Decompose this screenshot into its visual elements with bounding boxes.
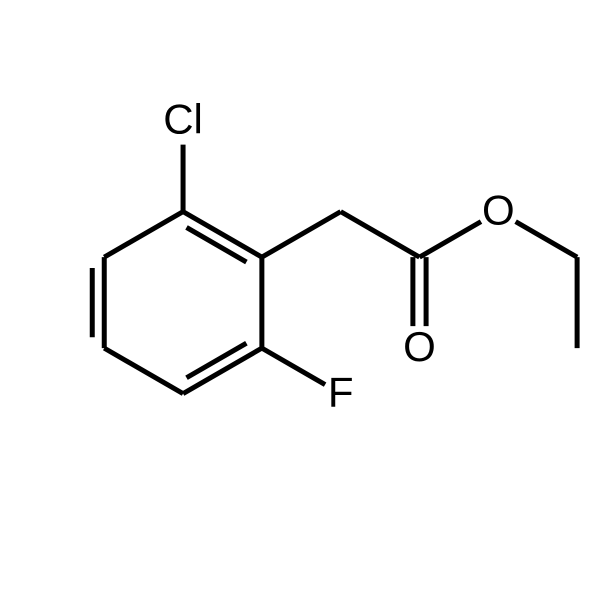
atom-label-o: O <box>403 323 436 370</box>
atom-label-f: F <box>328 369 354 416</box>
atom-label-cl: Cl <box>163 96 203 143</box>
atom-label-o: O <box>482 187 515 234</box>
molecule-diagram: Cl F O O <box>0 0 600 600</box>
